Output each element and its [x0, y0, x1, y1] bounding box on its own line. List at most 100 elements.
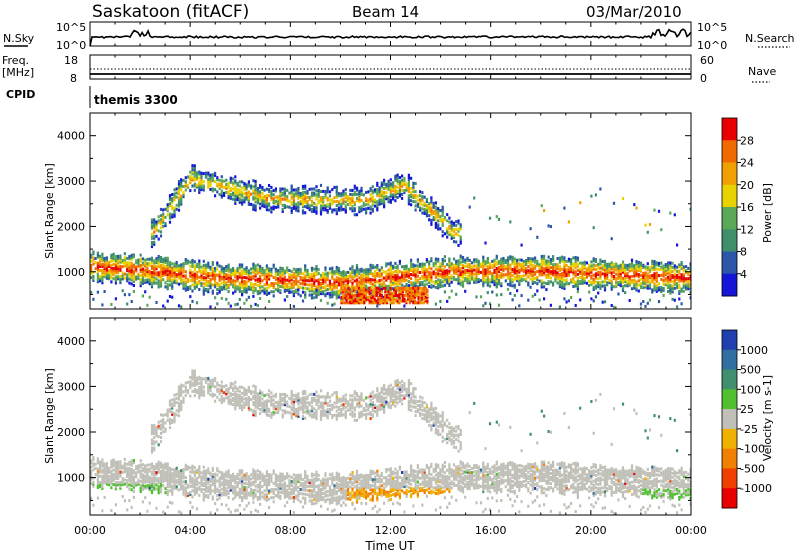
power-echo-cell [184, 280, 187, 284]
power-echo-cell [421, 274, 424, 278]
power-echo-cell [268, 208, 271, 212]
power-echo-cell [441, 211, 444, 215]
power-echo-cell [168, 220, 172, 224]
power-echo-cell [173, 196, 176, 200]
power-echo-cell [182, 266, 185, 270]
power-echo-cell [653, 272, 656, 276]
power-echo-cell [673, 272, 676, 276]
power-echo-cell [452, 227, 456, 231]
power-echo-cell [520, 268, 523, 272]
velocity-echo-cell [177, 385, 181, 389]
velocity-echo-cell [182, 390, 185, 394]
power-echo-cell [389, 283, 392, 287]
velocity-echo-cell [123, 478, 126, 482]
velocity-echo-cell [168, 475, 172, 478]
power-echo-cell [678, 277, 681, 281]
power-echo-cell [520, 243, 523, 247]
power-echo-cell [400, 288, 403, 292]
velocity-echo-cell [112, 483, 115, 486]
power-echo-cell [511, 259, 514, 263]
power-echo-cell [159, 282, 163, 286]
power-echo-cell [202, 286, 205, 290]
power-echo-cell [579, 298, 582, 302]
power-echo-cell [313, 201, 316, 205]
power-echo-cell [141, 294, 144, 298]
power-echo-cell [664, 279, 667, 283]
power-echo-cell [220, 269, 223, 273]
velocity-echo-cell [114, 475, 117, 479]
velocity-echo-cell [114, 462, 117, 466]
power-echo-cell [225, 178, 228, 182]
power-echo-cell [326, 198, 329, 202]
power-echo-cell [565, 270, 568, 274]
velocity-echo-cell [105, 464, 108, 468]
power-echo-cell [274, 269, 277, 273]
power-echo-cell [403, 275, 406, 279]
velocity-echo-cell [195, 391, 199, 394]
power-echo-cell [423, 212, 426, 215]
power-echo-cell [184, 262, 187, 266]
power-echo-cell [159, 280, 163, 284]
velocity-echo-cell [155, 473, 158, 477]
power-echo-cell [268, 190, 271, 194]
power-echo-cell [324, 272, 327, 276]
power-echo-cell [547, 280, 550, 284]
power-echo-cell [353, 203, 356, 207]
velocity-echo-cell [186, 380, 190, 384]
velocity-echo-cell [146, 509, 149, 513]
velocity-echo-cell [180, 477, 183, 481]
power-echo-cell [558, 264, 561, 268]
velocity-echo-cell [128, 483, 131, 487]
power-echo-cell [486, 275, 489, 279]
velocity-echo-cell [198, 467, 201, 471]
velocity-echo-cell [166, 470, 169, 474]
power-echo-cell [238, 281, 241, 285]
power-echo-cell [304, 264, 307, 268]
power-echo-cell [164, 269, 167, 272]
power-echo-cell [439, 262, 442, 266]
power-echo-cell [385, 276, 388, 280]
power-echo-cell [211, 277, 214, 281]
velocity-echo-cell [90, 496, 93, 500]
power-echo-cell [175, 267, 178, 271]
power-echo-cell [274, 189, 277, 193]
power-echo-cell [265, 282, 268, 286]
power-echo-cell [283, 281, 286, 285]
power-echo-cell [209, 177, 212, 181]
velocity-echo-cell [191, 470, 194, 474]
power-echo-cell [389, 286, 392, 290]
velocity-echo-cell [144, 486, 147, 490]
power-echo-cell [380, 284, 383, 288]
power-echo-cell [414, 295, 417, 299]
power-echo-cell [180, 281, 183, 285]
velocity-echo-cell [189, 382, 192, 386]
power-echo-cell [326, 273, 329, 277]
power-echo-cell [232, 197, 235, 201]
velocity-echo-cell [159, 472, 163, 475]
power-echo-cell [502, 267, 505, 271]
power-echo-cell [529, 285, 532, 289]
velocity-echo-cell [171, 501, 174, 505]
power-echo-cell [426, 290, 429, 294]
power-echo-cell [673, 213, 676, 217]
power-echo-cell [171, 213, 174, 217]
power-echo-cell [412, 265, 415, 269]
power-echo-cell [669, 211, 672, 215]
power-echo-cell [687, 271, 690, 274]
power-echo-cell [344, 194, 347, 198]
power-echo-cell [441, 270, 444, 274]
power-echo-cell [310, 266, 314, 270]
power-echo-cell [150, 275, 154, 279]
velocity-echo-cell [130, 469, 133, 473]
power-echo-cell [612, 277, 616, 280]
power-echo-cell [144, 264, 147, 268]
power-echo-cell [333, 290, 336, 294]
power-echo-cell [428, 218, 431, 222]
power-echo-cell [304, 268, 307, 272]
power-echo-cell [660, 265, 663, 269]
velocity-echo-cell [171, 410, 174, 414]
power-echo-cell [139, 282, 142, 286]
velocity-echo-cell [168, 468, 172, 472]
power-echo-cell [250, 186, 253, 190]
power-echo-cell [574, 280, 577, 284]
